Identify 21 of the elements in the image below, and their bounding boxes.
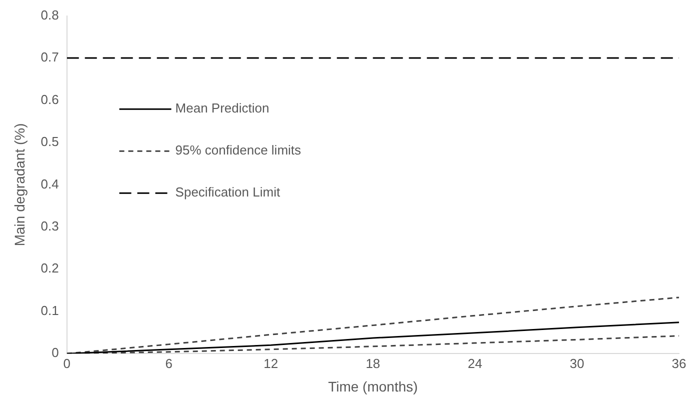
x-tick-label: 30 (570, 356, 584, 371)
y-axis-title: Main degradant (%) (11, 123, 28, 246)
legend-label: Mean Prediction (175, 100, 270, 116)
y-tick-label: 0.3 (40, 218, 59, 234)
y-tick-label: 0.2 (40, 260, 59, 276)
x-axis-title: Time (months) (328, 378, 418, 394)
x-tick-label: 12 (264, 356, 278, 371)
y-tick-label: 0.8 (40, 7, 59, 22)
legend-label: Specification Limit (175, 184, 280, 200)
y-tick-label: 0 (52, 345, 59, 360)
y-tick-label: 0.7 (40, 50, 59, 65)
y-tick-label: 0.1 (40, 302, 59, 318)
y-tick-label: 0.5 (40, 134, 59, 150)
y-tick-label: 0.6 (40, 92, 59, 107)
x-tick-label: 18 (366, 356, 380, 371)
x-tick-label: 0 (63, 356, 70, 371)
x-tick-label: 36 (672, 356, 686, 371)
x-tick-label: 6 (165, 356, 173, 371)
x-tick-label: 24 (468, 356, 482, 371)
y-tick-label: 0.4 (40, 176, 59, 192)
legend-label: 95% confidence limits (175, 142, 302, 158)
